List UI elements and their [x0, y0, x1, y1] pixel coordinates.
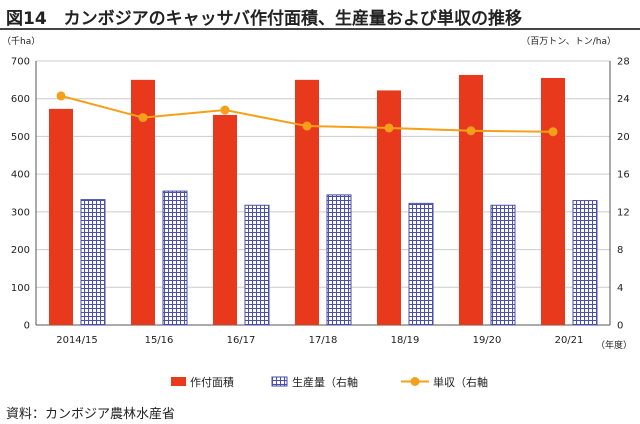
- right-tick-label: 24: [617, 94, 630, 105]
- right-tick-label: 12: [617, 207, 630, 218]
- left-tick-label: 400: [11, 170, 30, 181]
- area-bar: [295, 79, 319, 325]
- legend-swatch-yield-marker: [410, 377, 420, 386]
- yield-point: [138, 113, 148, 123]
- production-bar: [80, 199, 106, 326]
- right-tick-label: 16: [617, 170, 630, 181]
- right-tick-label: 28: [617, 57, 630, 68]
- x-tick-label: 20/21: [555, 335, 584, 346]
- production-bar: [244, 204, 270, 326]
- legend-label-production: 生産量（右軸: [292, 375, 358, 389]
- area-bar: [213, 114, 237, 325]
- x-tick-label: 16/17: [227, 335, 256, 346]
- yield-point: [548, 127, 558, 137]
- right-tick-label: 8: [617, 245, 623, 256]
- yield-point: [384, 123, 394, 133]
- yield-point: [56, 91, 66, 101]
- right-axis-unit: （百万トン、トン/ha）: [521, 36, 616, 47]
- legend-label-yield: 単収（右軸: [433, 375, 488, 389]
- left-tick-label: 200: [11, 245, 30, 256]
- area-bar: [541, 77, 565, 325]
- legend: 作付面積 生産量（右軸 単収（右軸: [171, 375, 488, 389]
- right-tick-label: 20: [617, 132, 630, 143]
- x-tick-label: 17/18: [309, 335, 338, 346]
- yield-point: [466, 126, 476, 136]
- left-tick-label: 0: [24, 321, 30, 332]
- left-tick-label: 100: [11, 283, 30, 294]
- left-tick-label: 600: [11, 94, 30, 105]
- yield-point: [302, 121, 312, 131]
- left-tick-label: 700: [11, 57, 30, 68]
- plot-area: 0 100 200 300 400 500 600 700 0 4 8 12 16 20 24 28 （千ha）…: [2, 36, 632, 351]
- right-tick-label: 4: [617, 283, 623, 294]
- x-tick-label: 2014/15: [56, 335, 98, 346]
- legend-label-area: 作付面積: [190, 375, 234, 389]
- left-tick-label: 500: [11, 132, 30, 143]
- area-bar: [49, 108, 73, 325]
- production-bar: [572, 200, 598, 326]
- x-tick-label: 18/19: [391, 335, 420, 346]
- title-divider: [0, 28, 640, 30]
- legend-swatch-production: [271, 376, 288, 387]
- left-axis-unit: （千ha）: [2, 36, 40, 47]
- production-bar: [162, 190, 188, 326]
- x-tick-label: 15/16: [145, 335, 174, 346]
- area-bar: [459, 74, 483, 325]
- figure-title: 図14 カンボジアのキャッサバ作付面積、生産量および単収の推移: [6, 9, 522, 29]
- right-tick-label: 0: [617, 321, 623, 332]
- legend-swatch-area: [171, 377, 186, 386]
- x-tick-label: 19/20: [473, 335, 502, 346]
- production-bar: [490, 204, 516, 326]
- x-axis-unit: （年度）: [596, 339, 632, 351]
- yield-point: [220, 105, 230, 115]
- left-tick-label: 300: [11, 207, 30, 218]
- production-bar: [408, 202, 434, 326]
- production-bar: [326, 194, 352, 326]
- source-note: 資料：カンボジア農林水産省: [6, 407, 176, 422]
